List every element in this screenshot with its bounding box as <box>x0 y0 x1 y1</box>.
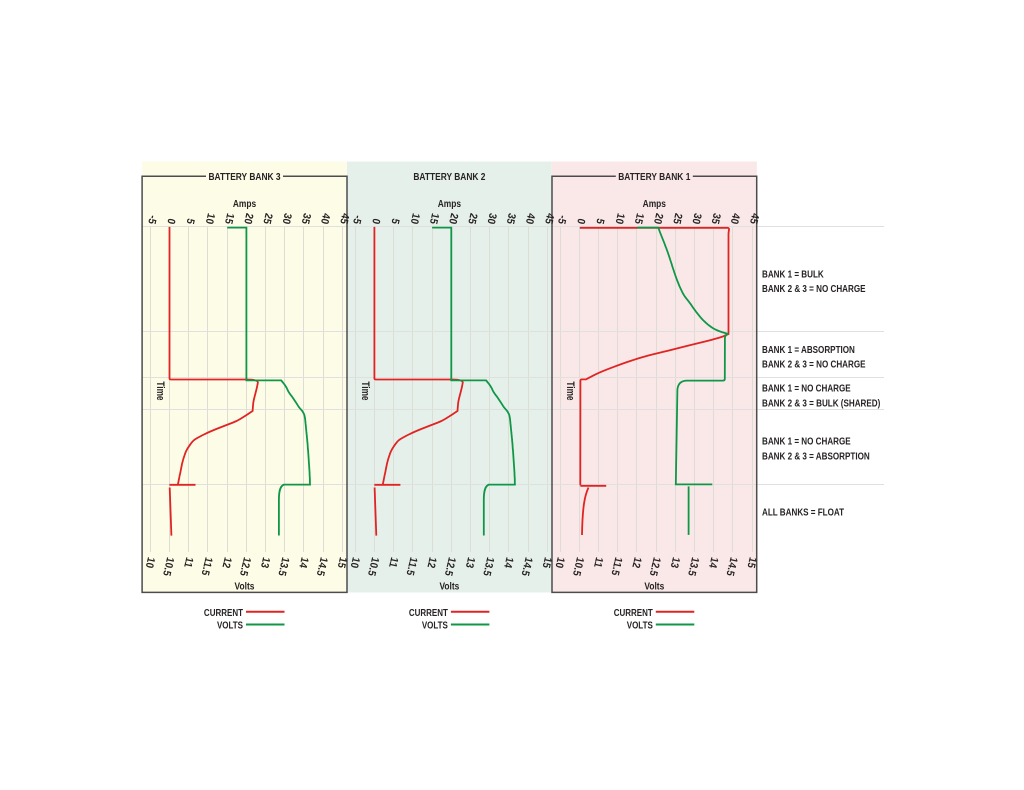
svg-text:25: 25 <box>260 212 274 225</box>
svg-text:14.5: 14.5 <box>518 556 534 577</box>
svg-text:20: 20 <box>241 212 255 225</box>
svg-text:-5: -5 <box>350 214 363 225</box>
svg-text:13: 13 <box>463 556 477 569</box>
svg-text:BATTERY BANK 2: BATTERY BANK 2 <box>413 171 485 183</box>
svg-text:11: 11 <box>181 556 195 569</box>
svg-text:Volts: Volts <box>644 581 664 593</box>
svg-text:BANK 1 = BULK: BANK 1 = BULK <box>762 269 824 280</box>
svg-text:45: 45 <box>337 212 351 225</box>
svg-text:BATTERY BANK 3: BATTERY BANK 3 <box>208 171 280 183</box>
svg-text:15: 15 <box>427 212 441 225</box>
svg-text:Volts: Volts <box>235 581 255 593</box>
svg-text:BANK 1 = ABSORPTION: BANK 1 = ABSORPTION <box>762 344 855 355</box>
svg-text:20: 20 <box>651 212 665 225</box>
svg-text:Volts: Volts <box>439 581 459 593</box>
svg-text:25: 25 <box>670 212 684 225</box>
svg-text:14: 14 <box>501 556 515 569</box>
svg-text:BANK 2 & 3 = NO CHARGE: BANK 2 & 3 = NO CHARGE <box>762 283 866 294</box>
svg-text:10: 10 <box>407 212 421 225</box>
svg-text:45: 45 <box>747 212 761 225</box>
svg-text:Amps: Amps <box>438 198 461 210</box>
svg-text:BANK 1 = NO CHARGE: BANK 1 = NO CHARGE <box>762 436 851 447</box>
svg-text:ALL BANKS = FLOAT: ALL BANKS = FLOAT <box>762 507 844 518</box>
svg-text:CURRENT: CURRENT <box>614 607 653 618</box>
svg-text:10.5: 10.5 <box>365 556 381 577</box>
svg-text:13.5: 13.5 <box>480 556 496 577</box>
svg-text:11: 11 <box>386 556 400 569</box>
svg-text:35: 35 <box>503 212 517 225</box>
svg-text:Time: Time <box>564 381 576 401</box>
svg-text:0: 0 <box>574 217 587 225</box>
svg-text:10.5: 10.5 <box>160 556 176 577</box>
svg-text:BATTERY BANK 1: BATTERY BANK 1 <box>618 171 691 183</box>
svg-text:15: 15 <box>632 212 646 225</box>
svg-text:VOLTS: VOLTS <box>422 620 448 631</box>
svg-text:15: 15 <box>222 212 236 225</box>
svg-text:15: 15 <box>539 556 553 569</box>
svg-text:-5: -5 <box>145 214 158 225</box>
svg-text:11.5: 11.5 <box>403 556 418 577</box>
svg-text:13: 13 <box>258 556 272 569</box>
svg-text:12.5: 12.5 <box>647 556 663 577</box>
svg-text:13: 13 <box>668 556 682 569</box>
svg-text:40: 40 <box>318 212 332 225</box>
svg-text:10: 10 <box>612 212 626 225</box>
svg-text:Time: Time <box>154 381 166 401</box>
svg-text:BANK 2 & 3 = BULK (SHARED): BANK 2 & 3 = BULK (SHARED) <box>762 398 880 409</box>
svg-text:40: 40 <box>523 212 537 225</box>
svg-text:11: 11 <box>591 556 605 569</box>
svg-text:11.5: 11.5 <box>608 556 623 577</box>
svg-text:12: 12 <box>424 556 438 569</box>
svg-text:13.5: 13.5 <box>685 556 701 577</box>
svg-text:10: 10 <box>552 556 566 569</box>
svg-text:CURRENT: CURRENT <box>204 607 243 618</box>
svg-text:12.5: 12.5 <box>237 556 253 577</box>
svg-text:10: 10 <box>347 556 361 569</box>
svg-text:20: 20 <box>446 212 460 225</box>
svg-text:12.5: 12.5 <box>442 556 458 577</box>
svg-text:0: 0 <box>369 217 382 225</box>
svg-text:14: 14 <box>296 556 310 569</box>
svg-text:0: 0 <box>164 217 177 225</box>
svg-text:10.5: 10.5 <box>570 556 586 577</box>
svg-text:25: 25 <box>465 212 479 225</box>
svg-text:CURRENT: CURRENT <box>409 607 448 618</box>
svg-text:-5: -5 <box>555 214 568 225</box>
svg-text:15: 15 <box>744 556 758 569</box>
svg-text:10: 10 <box>143 556 157 569</box>
svg-text:10: 10 <box>203 212 217 225</box>
svg-text:45: 45 <box>542 212 556 225</box>
svg-text:14.5: 14.5 <box>723 556 739 577</box>
svg-text:5: 5 <box>183 217 196 225</box>
svg-text:Amps: Amps <box>643 198 666 210</box>
svg-text:35: 35 <box>299 212 313 225</box>
svg-text:VOLTS: VOLTS <box>217 620 243 631</box>
svg-text:14: 14 <box>706 556 720 569</box>
svg-text:13.5: 13.5 <box>275 556 291 577</box>
svg-text:5: 5 <box>593 217 606 225</box>
svg-text:11.5: 11.5 <box>198 556 213 577</box>
svg-text:Time: Time <box>359 381 371 401</box>
svg-text:40: 40 <box>728 212 742 225</box>
svg-text:VOLTS: VOLTS <box>627 620 653 631</box>
svg-text:BANK 2 & 3 = ABSORPTION: BANK 2 & 3 = ABSORPTION <box>762 451 870 462</box>
svg-text:12: 12 <box>219 556 233 569</box>
svg-text:5: 5 <box>388 217 401 225</box>
svg-text:BANK 2 & 3 = NO CHARGE: BANK 2 & 3 = NO CHARGE <box>762 359 866 370</box>
svg-text:12: 12 <box>629 556 643 569</box>
svg-text:35: 35 <box>708 212 722 225</box>
svg-text:30: 30 <box>484 212 498 225</box>
svg-text:30: 30 <box>689 212 703 225</box>
svg-text:Amps: Amps <box>233 198 256 210</box>
svg-text:15: 15 <box>335 556 349 569</box>
svg-text:30: 30 <box>279 212 293 225</box>
svg-text:BANK 1 = NO CHARGE: BANK 1 = NO CHARGE <box>762 383 851 394</box>
svg-text:14.5: 14.5 <box>314 556 330 577</box>
